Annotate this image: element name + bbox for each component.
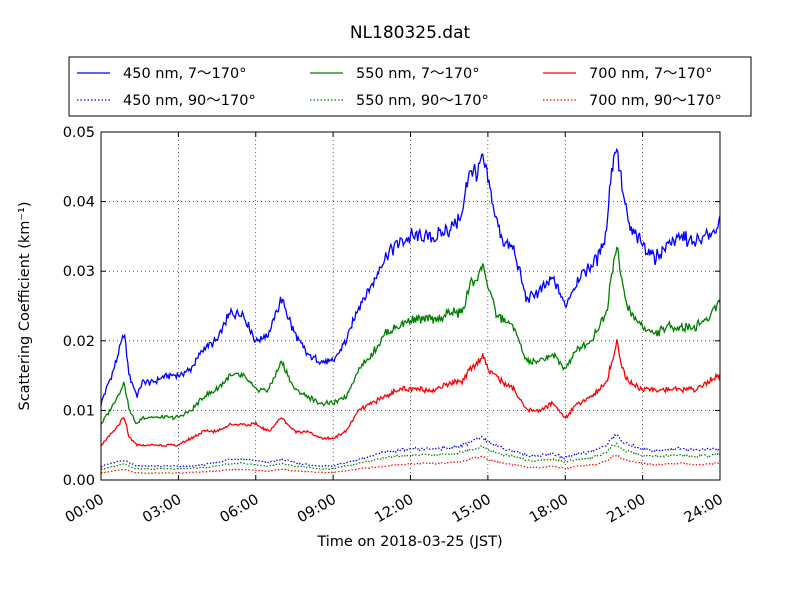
- legend-label: 700 nm, 90～170°: [589, 93, 722, 109]
- series-line: [100, 433, 721, 468]
- y-axis-label: Scattering Coefficient (km⁻¹): [17, 202, 33, 411]
- y-tick-label: 0.03: [63, 264, 95, 280]
- x-tick-labels: 00:00 03:00 06:00 09:00 12:00 15:00 18:00 21:00…: [63, 492, 726, 527]
- legend-label: 550 nm, 90～170°: [356, 93, 489, 109]
- legend-label: 450 nm, 7～170°: [123, 66, 246, 82]
- legend-label: 450 nm, 90～170°: [123, 93, 256, 109]
- series-line: [100, 147, 721, 406]
- y-tick-label: 0.04: [63, 195, 95, 211]
- plot-area: [101, 132, 720, 480]
- x-tick-label: 09:00: [295, 492, 339, 527]
- y-tick-labels: 0.00 0.01 0.02 0.03 0.04 0.05: [63, 125, 95, 489]
- x-tick-label: 18:00: [527, 492, 571, 527]
- series-line: [100, 339, 721, 448]
- plot-frame: [100, 131, 721, 481]
- y-tick-label: 0.02: [63, 334, 95, 350]
- y-tick-label: 0.05: [63, 125, 95, 141]
- x-tick-label: 03:00: [140, 492, 184, 527]
- plot-lines: [100, 147, 721, 474]
- series-line: [100, 246, 721, 425]
- x-tick-label: 21:00: [604, 492, 648, 527]
- x-tick-label: 15:00: [450, 492, 494, 527]
- legend-frame: [68, 56, 752, 117]
- series-line: [100, 454, 721, 474]
- x-tick-label: 12:00: [372, 492, 416, 527]
- x-tick-label: 24:00: [682, 492, 726, 527]
- legend: 450 nm, 7～170° 450 nm, 90～170° 550 nm, 7～1…: [68, 56, 752, 117]
- chart-title: NL180325.dat: [350, 23, 471, 43]
- legend-label: 550 nm, 7～170°: [356, 66, 479, 82]
- legend-items: 450 nm, 7～170° 450 nm, 90～170° 550 nm, 7～1…: [77, 66, 722, 109]
- y-tick-label: 0.00: [63, 473, 95, 489]
- legend-label: 700 nm, 7～170°: [589, 66, 712, 82]
- x-tick-label: 00:00: [63, 492, 107, 527]
- x-tick-label: 06:00: [218, 492, 262, 527]
- series-line: [100, 441, 721, 471]
- y-tick-label: 0.01: [63, 403, 95, 419]
- x-axis-label: Time on 2018-03-25 (JST): [316, 534, 502, 550]
